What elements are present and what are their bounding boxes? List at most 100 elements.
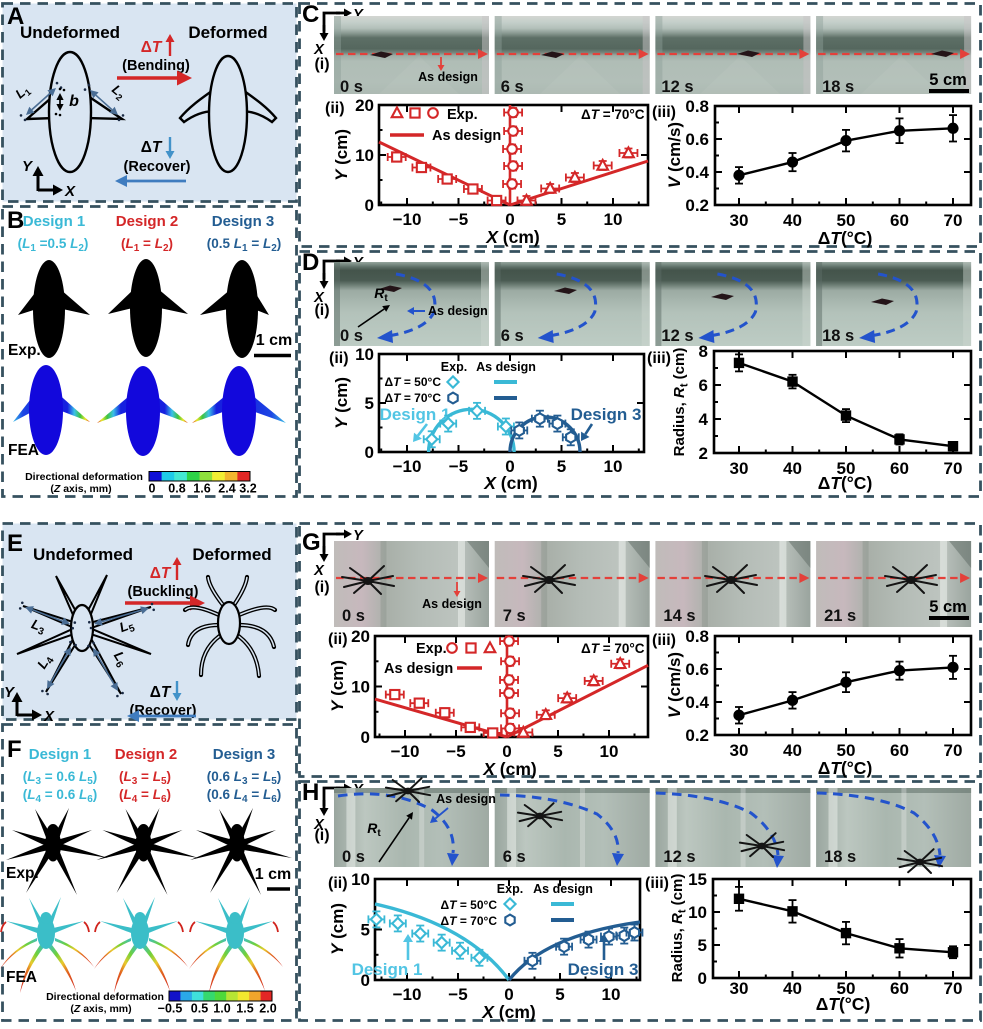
svg-text:Design 1: Design 1: [23, 213, 86, 230]
svg-text:X (cm): X (cm): [483, 473, 538, 493]
svg-text:Exp.: Exp.: [447, 107, 478, 123]
svg-text:20: 20: [351, 627, 370, 646]
svg-text:(i): (i): [314, 56, 329, 73]
svg-text:0: 0: [502, 742, 511, 761]
svg-text:ΔT = 70°C: ΔT = 70°C: [581, 641, 645, 656]
svg-text:Radius, Rt​ (cm): Radius, Rt​ (cm): [671, 348, 690, 457]
svg-text:As design: As design: [436, 792, 496, 806]
svg-text:Deformed: Deformed: [188, 23, 267, 42]
svg-text:Design 2: Design 2: [116, 213, 179, 230]
svg-text:(ii): (ii): [328, 631, 348, 648]
svg-text:5: 5: [557, 210, 566, 229]
svg-text:Undeformed: Undeformed: [33, 545, 133, 564]
svg-text:ΔT(°C): ΔT(°C): [818, 228, 873, 248]
svg-text:X (cm): X (cm): [485, 227, 540, 247]
svg-text:2.0: 2.0: [259, 1002, 276, 1016]
svg-text:0: 0: [365, 196, 374, 215]
svg-text:−5: −5: [449, 457, 468, 476]
svg-text:Design 1: Design 1: [352, 960, 423, 979]
svg-text:30: 30: [730, 211, 749, 230]
svg-text:As design: As design: [422, 597, 482, 611]
svg-text:Undeformed: Undeformed: [20, 23, 120, 42]
svg-text:Directional deformation: Directional deformation: [25, 471, 143, 483]
svg-text:(iii): (iii): [645, 875, 669, 892]
svg-text:ΔT = 70°C: ΔT = 70°C: [385, 391, 442, 405]
svg-text:0: 0: [505, 210, 514, 229]
svg-text:ΔT(°C): ΔT(°C): [816, 994, 871, 1014]
svg-text:Exp.: Exp.: [6, 865, 39, 882]
svg-text:0: 0: [365, 443, 374, 462]
svg-text:As design: As design: [476, 360, 536, 374]
svg-text:50: 50: [837, 211, 856, 230]
svg-text:−10: −10: [393, 210, 422, 229]
svg-text:B: B: [7, 207, 24, 234]
svg-text:Y (cm): Y (cm): [328, 660, 347, 712]
svg-text:0 s: 0 s: [342, 848, 365, 866]
svg-text:X: X: [313, 817, 325, 833]
svg-text:12 s: 12 s: [661, 327, 693, 345]
svg-text:−5: −5: [449, 210, 468, 229]
svg-text:18 s: 18 s: [824, 848, 856, 866]
svg-text:0 s: 0 s: [342, 607, 365, 625]
svg-text:A: A: [7, 3, 24, 30]
svg-text:5: 5: [698, 936, 707, 955]
svg-text:−0.5: −0.5: [158, 1002, 183, 1016]
svg-text:40: 40: [783, 741, 802, 760]
svg-text:10: 10: [688, 903, 707, 922]
svg-text:Y: Y: [22, 158, 34, 175]
svg-text:15: 15: [688, 870, 707, 889]
svg-text:H: H: [302, 779, 319, 806]
svg-text:1 cm: 1 cm: [256, 332, 292, 349]
svg-text:ΔT: ΔT: [150, 684, 172, 701]
svg-text:60: 60: [890, 459, 909, 478]
svg-text:(Recover): (Recover): [124, 159, 191, 175]
svg-text:Design 3: Design 3: [571, 405, 642, 424]
svg-text:18 s: 18 s: [822, 78, 854, 96]
svg-text:Y (cm): Y (cm): [332, 377, 351, 429]
svg-text:As design: As design: [533, 882, 593, 896]
svg-text:V (cm/s): V (cm/s): [665, 122, 684, 188]
svg-text:F: F: [7, 736, 22, 763]
svg-text:10: 10: [355, 146, 374, 165]
svg-text:50: 50: [837, 459, 856, 478]
svg-text:50: 50: [837, 979, 856, 998]
svg-text:−10: −10: [391, 742, 420, 761]
svg-text:70: 70: [944, 211, 963, 230]
svg-text:5 cm: 5 cm: [929, 71, 967, 89]
svg-text:As design: As design: [384, 661, 453, 677]
svg-text:X: X: [313, 42, 325, 58]
svg-text:(Z axis, mm): (Z axis, mm): [70, 1003, 131, 1015]
svg-text:Design 1: Design 1: [380, 405, 451, 424]
svg-text:As design: As design: [432, 128, 501, 144]
svg-text:12 s: 12 s: [663, 848, 695, 866]
svg-text:(Buckling): (Buckling): [128, 584, 199, 600]
svg-text:1.0: 1.0: [213, 1002, 230, 1016]
svg-text:Rt​: Rt​: [367, 820, 381, 839]
svg-text:40: 40: [783, 979, 802, 998]
svg-text:6 s: 6 s: [501, 78, 524, 96]
svg-text:0.4: 0.4: [685, 693, 709, 712]
svg-text:20: 20: [355, 96, 374, 115]
svg-text:1 cm: 1 cm: [255, 866, 291, 883]
svg-text:−10: −10: [393, 457, 422, 476]
svg-text:0.8: 0.8: [685, 627, 709, 646]
svg-text:10: 10: [604, 457, 623, 476]
svg-text:0.6: 0.6: [685, 130, 709, 149]
svg-text:5: 5: [553, 742, 562, 761]
svg-text:(i): (i): [314, 827, 329, 844]
svg-text:(ii): (ii): [328, 875, 348, 892]
svg-text:b: b: [69, 93, 79, 110]
svg-text:18 s: 18 s: [822, 327, 854, 345]
svg-text:Design 3: Design 3: [213, 746, 276, 763]
svg-text:FEA: FEA: [6, 969, 37, 986]
svg-text:(0.6 L4​ = L6​): (0.6 L4​ = L6​): [207, 787, 282, 805]
svg-text:Y: Y: [353, 7, 364, 23]
svg-text:−10: −10: [393, 985, 422, 1004]
svg-text:10: 10: [351, 678, 370, 697]
svg-text:Rt​: Rt​: [374, 285, 388, 304]
svg-text:(i): (i): [314, 302, 329, 319]
svg-text:70: 70: [944, 979, 963, 998]
svg-text:As design: As design: [428, 304, 488, 318]
svg-text:3.2: 3.2: [239, 482, 256, 496]
svg-text:0: 0: [505, 457, 514, 476]
